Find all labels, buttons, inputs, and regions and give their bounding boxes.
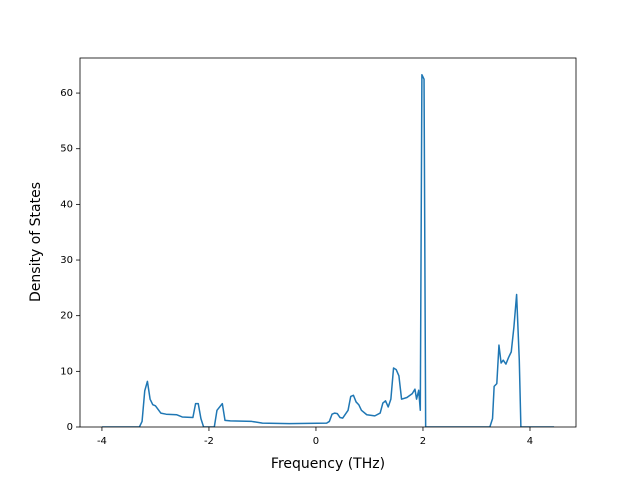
y-tick-label: 20 xyxy=(60,311,73,322)
y-tick-label: 30 xyxy=(60,255,73,266)
line-series xyxy=(101,73,555,427)
y-tick-label: 10 xyxy=(60,366,73,377)
x-tick-label: 4 xyxy=(527,436,533,447)
plot-frame xyxy=(79,57,577,428)
y-tick-label: 60 xyxy=(60,88,73,99)
y-tick-label: 0 xyxy=(67,422,73,433)
x-tick-label: -2 xyxy=(204,436,214,447)
y-tick-label: 40 xyxy=(60,199,73,210)
x-tick-label: 0 xyxy=(313,436,319,447)
y-axis-label: Density of States xyxy=(28,182,44,302)
x-axis-label: Frequency (THz) xyxy=(271,456,385,472)
y-tick-label: 50 xyxy=(60,144,73,155)
x-tick-label: 2 xyxy=(420,436,426,447)
x-tick-label: -4 xyxy=(97,436,107,447)
